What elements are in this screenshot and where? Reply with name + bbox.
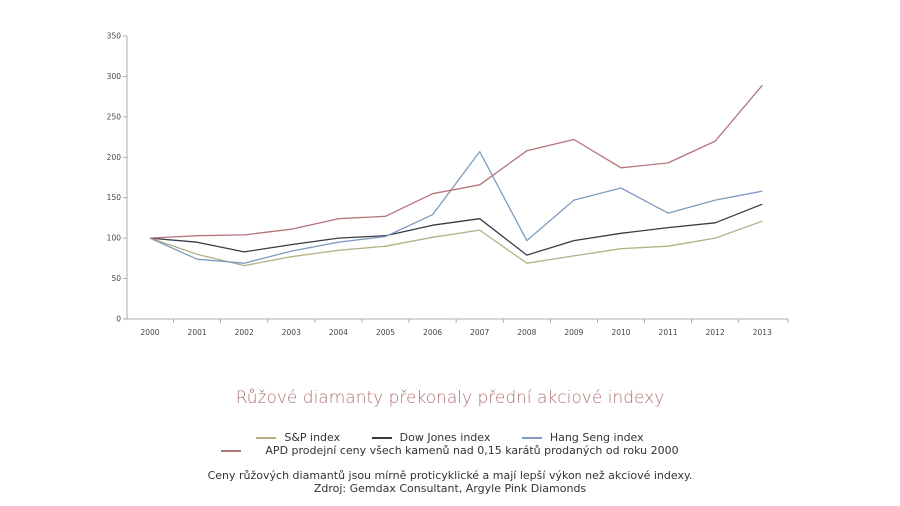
legend-swatch-hangseng — [521, 437, 542, 439]
legend-item-sp: S&P index — [256, 431, 340, 444]
y-tick-label: 50 — [111, 274, 121, 283]
x-tick-label: 2009 — [564, 328, 583, 337]
x-tick-label: 2005 — [376, 328, 395, 337]
legend-label-apd: APD prodejní ceny všech kamenů nad 0,15 … — [265, 444, 679, 457]
legend-swatch-apd — [221, 450, 242, 452]
chart-series-lines — [149, 84, 763, 267]
x-tick-label: 2007 — [470, 328, 489, 337]
x-tick-label: 2008 — [517, 328, 536, 337]
x-tick-label: 2012 — [706, 328, 725, 337]
x-tick-label: 2002 — [235, 328, 254, 337]
legend-swatch-sp — [256, 437, 277, 439]
legend-swatch-dow — [371, 437, 392, 439]
chart-title: Růžové diamanty překonaly přední akciové… — [235, 388, 665, 408]
x-tick-label: 2004 — [329, 328, 348, 337]
legend-label-hangseng: Hang Seng index — [549, 431, 644, 444]
x-tick-label: 2003 — [282, 328, 301, 337]
series-line-0 — [149, 220, 763, 267]
y-tick-label: 350 — [107, 32, 122, 41]
x-tick-label: 2001 — [188, 328, 207, 337]
series-line-1 — [149, 203, 763, 256]
footnote-text: Ceny růžových diamantů jsou mírně protic… — [207, 469, 693, 482]
chart-axes: 0 50 100 150 200 250 300 350 2000 2001 2002 2003 200… — [107, 32, 789, 337]
y-tick-label: 200 — [107, 153, 122, 162]
legend-item-apd: APD prodejní ceny všech kamenů nad 0,15 … — [221, 444, 679, 457]
x-tick-label: 2013 — [753, 328, 772, 337]
legend-label-sp: S&P index — [284, 431, 341, 444]
y-tick-label: 250 — [107, 112, 122, 121]
line-chart: 0 50 100 150 200 250 300 350 2000 2001 2002 2003 200… — [107, 32, 789, 337]
x-tick-label: 2011 — [659, 328, 678, 337]
y-tick-label: 300 — [107, 72, 122, 81]
legend-label-dow: Dow Jones index — [399, 431, 491, 444]
source-text: Zdroj: Gemdax Consultant, Argyle Pink Di… — [313, 482, 587, 495]
legend-item-hangseng: Hang Seng index — [521, 431, 644, 444]
series-line-3 — [149, 84, 763, 239]
y-tick-label: 150 — [107, 193, 122, 202]
y-tick-label: 0 — [116, 315, 121, 324]
legend-row-2: APD prodejní ceny všech kamenů nad 0,15 … — [0, 444, 900, 457]
x-tick-label: 2000 — [140, 328, 159, 337]
series-line-2 — [149, 150, 763, 264]
y-tick-label: 100 — [107, 234, 122, 243]
legend-item-dow: Dow Jones index — [371, 431, 491, 444]
x-tick-label: 2006 — [423, 328, 442, 337]
x-tick-label: 2010 — [611, 328, 630, 337]
legend-row-1: S&P index Dow Jones index Hang Seng inde… — [0, 431, 900, 444]
